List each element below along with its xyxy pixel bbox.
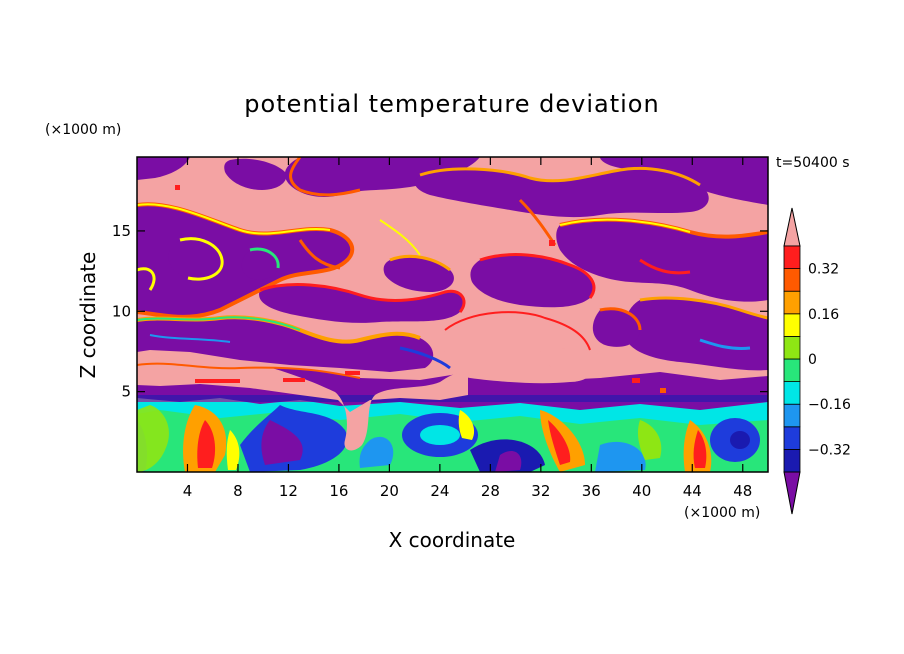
- x-tick-label: 36: [582, 482, 601, 500]
- x-tick-label: 12: [279, 482, 298, 500]
- x-tick-label: 24: [430, 482, 449, 500]
- colorbar-label: 0.32: [808, 262, 839, 278]
- colorbar-top-arrow: [783, 207, 801, 247]
- y-axis-label: Z coordinate: [76, 252, 100, 379]
- x-axis-label: X coordinate: [389, 528, 516, 552]
- x-tick-label: 44: [683, 482, 702, 500]
- colorbar-segment: [783, 290, 801, 315]
- colorbar-label: −0.32: [808, 442, 851, 458]
- chart-title: potential temperature deviation: [244, 90, 659, 118]
- colorbar-label: −0.16: [808, 397, 851, 413]
- colorbar-label: 0: [808, 352, 817, 368]
- x-tick-label: 20: [380, 482, 399, 500]
- colorbar-label: 0.16: [808, 307, 839, 323]
- x-tick-label: 16: [329, 482, 348, 500]
- colorbar: 0.32 0.16 0 −0.16 −0.32: [783, 207, 851, 515]
- y-tick-label: 5: [121, 383, 131, 401]
- x-unit-label: (×1000 m): [684, 505, 760, 521]
- colorbar-segment: [783, 426, 801, 450]
- x-tick-label: 48: [733, 482, 752, 500]
- colorbar-segment: [783, 403, 801, 428]
- colorbar-segment: [783, 358, 801, 383]
- time-label: t=50400 s: [776, 155, 850, 171]
- x-tick-label: 32: [531, 482, 550, 500]
- colorbar-segment: [783, 268, 801, 292]
- plot-frame: [136, 156, 769, 473]
- contour-field: [137, 157, 768, 472]
- x-tick-label: 28: [481, 482, 500, 500]
- colorbar-segment: [783, 335, 801, 360]
- y-tick-label: 15: [112, 222, 131, 240]
- x-tick-label: 8: [233, 482, 243, 500]
- colorbar-bottom-arrow: [783, 471, 801, 515]
- colorbar-segment: [783, 381, 801, 405]
- x-tick-label: 40: [632, 482, 651, 500]
- y-axis: 5 10 15: [112, 222, 768, 401]
- x-tick-label: 4: [183, 482, 193, 500]
- y-tick-label: 10: [112, 302, 131, 320]
- colorbar-segment: [783, 448, 801, 473]
- y-unit-label: (×1000 m): [45, 122, 121, 138]
- x-axis: 4 8 12 16 20 24 28 32 36 40 44 48: [183, 157, 752, 500]
- colorbar-segment: [783, 245, 801, 270]
- colorbar-segment: [783, 313, 801, 337]
